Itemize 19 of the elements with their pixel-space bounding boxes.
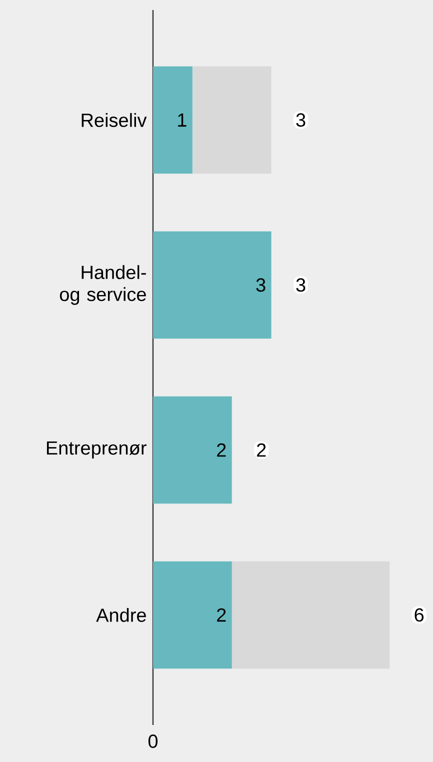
total-label: 3 (296, 278, 306, 292)
bar (192, 66, 272, 174)
annotation: 0 (148, 734, 158, 748)
bar (152, 231, 272, 339)
data-label: 3 (256, 278, 266, 292)
y-tick-label: Entreprenør (46, 441, 146, 458)
y-tick-label: Andre (96, 608, 146, 622)
y-tick-label: Handel- og service (60, 265, 146, 305)
bar (152, 66, 192, 174)
bar (232, 561, 390, 669)
data-label: 2 (217, 443, 226, 457)
bar (152, 561, 232, 669)
total-label: 2 (257, 443, 266, 457)
y-tick-label: Reiseliv (82, 113, 147, 128)
total-label: 3 (296, 113, 306, 127)
bar (152, 396, 232, 504)
total-label: 6 (414, 608, 424, 622)
data-label: 1 (178, 114, 186, 127)
data-label: 2 (217, 608, 226, 622)
